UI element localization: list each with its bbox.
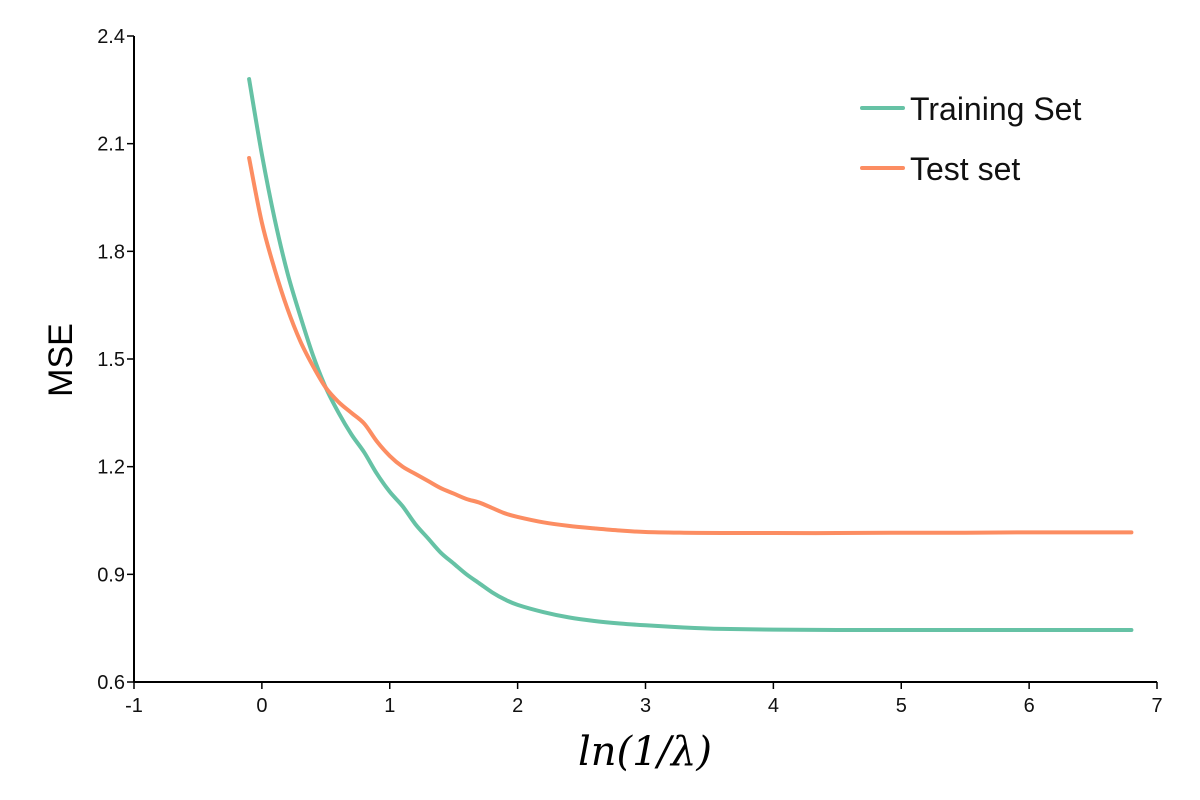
y-tick-label: 1.8 bbox=[97, 241, 125, 263]
x-tick-label: 5 bbox=[896, 695, 907, 717]
x-tick-label: 4 bbox=[768, 695, 779, 717]
x-tick-label: 1 bbox=[384, 695, 395, 717]
x-tick-label: 0 bbox=[256, 695, 267, 717]
axes bbox=[133, 36, 1157, 683]
x-tick-label: 7 bbox=[1151, 695, 1162, 717]
series-lines bbox=[247, 77, 1134, 632]
x-axis-ticks: -1 0 1 2 3 4 5 6 7 bbox=[125, 682, 1163, 717]
y-tick-label: 2.4 bbox=[97, 26, 125, 48]
y-tick-label: 1.5 bbox=[97, 349, 125, 371]
x-tick-label: 2 bbox=[512, 695, 523, 717]
legend-label-test-set: Test set bbox=[910, 151, 1020, 187]
y-tick-label: 0.6 bbox=[97, 672, 125, 694]
y-tick-label: 2.1 bbox=[97, 134, 125, 156]
series-line-test-set bbox=[247, 156, 1134, 536]
y-axis-title: MSE bbox=[42, 323, 80, 397]
y-axis-ticks: 0.6 0.9 1.2 1.5 1.8 2.1 2.4 bbox=[97, 26, 134, 694]
x-tick-label: 3 bbox=[640, 695, 651, 717]
legend: Training Set Test set bbox=[860, 91, 1081, 187]
x-axis-title: ln(1/λ) bbox=[578, 729, 712, 775]
y-tick-label: 1.2 bbox=[97, 457, 125, 479]
x-tick-label: 6 bbox=[1024, 695, 1035, 717]
x-tick-label: -1 bbox=[125, 695, 143, 717]
y-tick-label: 0.9 bbox=[97, 564, 125, 586]
legend-label-training-set: Training Set bbox=[910, 91, 1081, 127]
